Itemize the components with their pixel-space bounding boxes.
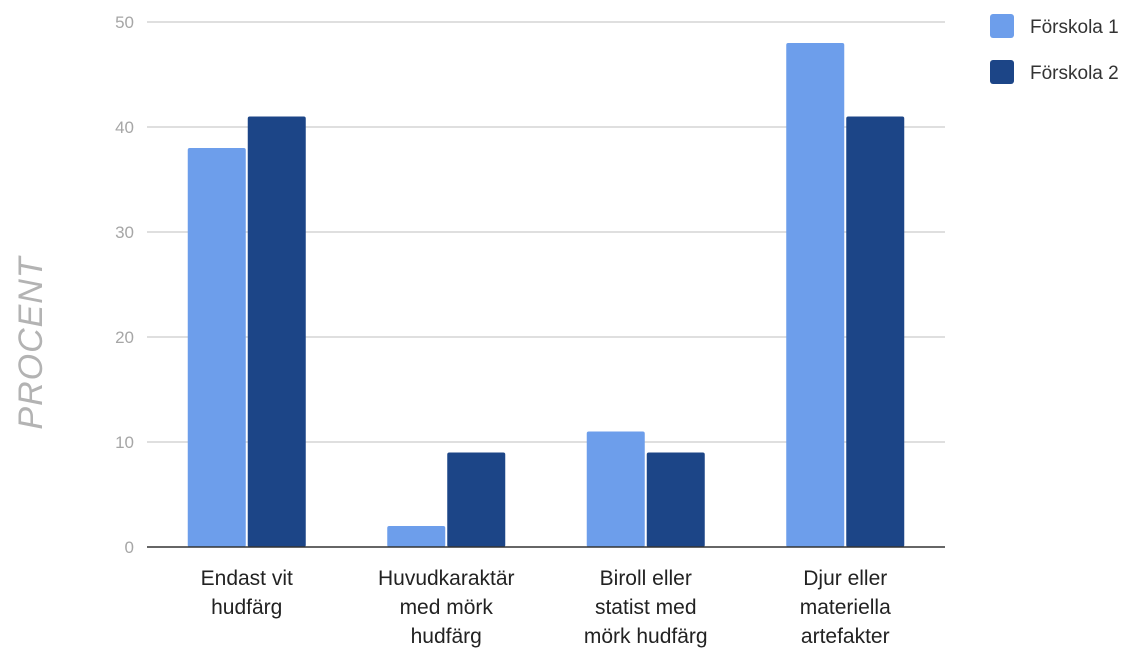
bar-f-rskola-1-1 xyxy=(387,526,446,547)
bar-f-rskola-1-2 xyxy=(586,431,645,547)
y-axis-title: PROCENT xyxy=(12,255,50,429)
y-axis-ticks: 0 10 20 30 40 50 xyxy=(115,13,134,557)
bar-f-rskola-2-2 xyxy=(646,452,705,547)
bar-f-rskola-2-1 xyxy=(447,452,506,547)
legend-swatch xyxy=(990,14,1014,38)
bars xyxy=(187,43,905,547)
x-category-label: Endast vit hudfärg xyxy=(201,567,293,619)
x-category-label: Biroll eller statist med mörk hudfärg xyxy=(584,567,708,648)
bar-f-rskola-1-0 xyxy=(187,148,246,547)
x-category-label: Djur eller materiella artefakter xyxy=(800,567,891,648)
y-tick-label: 20 xyxy=(115,328,134,347)
bar-f-rskola-1-3 xyxy=(786,43,845,547)
legend-label: Förskola 1 xyxy=(1030,17,1119,38)
x-category-label: Huvudkaraktär med mörk hudfärg xyxy=(378,567,515,648)
y-tick-label: 40 xyxy=(115,118,134,137)
y-tick-label: 30 xyxy=(115,223,134,242)
legend-swatch xyxy=(990,60,1014,84)
y-tick-label: 50 xyxy=(115,13,134,32)
x-axis-labels: Endast vit hudfärg Huvudkaraktär med mörk hu… xyxy=(201,567,891,648)
legend-label: Förskola 2 xyxy=(1030,63,1119,84)
y-tick-label: 0 xyxy=(125,538,134,557)
y-tick-label: 10 xyxy=(115,433,134,452)
bar-f-rskola-2-3 xyxy=(846,116,905,547)
legend: Förskola 1 Förskola 2 xyxy=(990,14,1119,84)
bar-f-rskola-2-0 xyxy=(247,116,306,547)
